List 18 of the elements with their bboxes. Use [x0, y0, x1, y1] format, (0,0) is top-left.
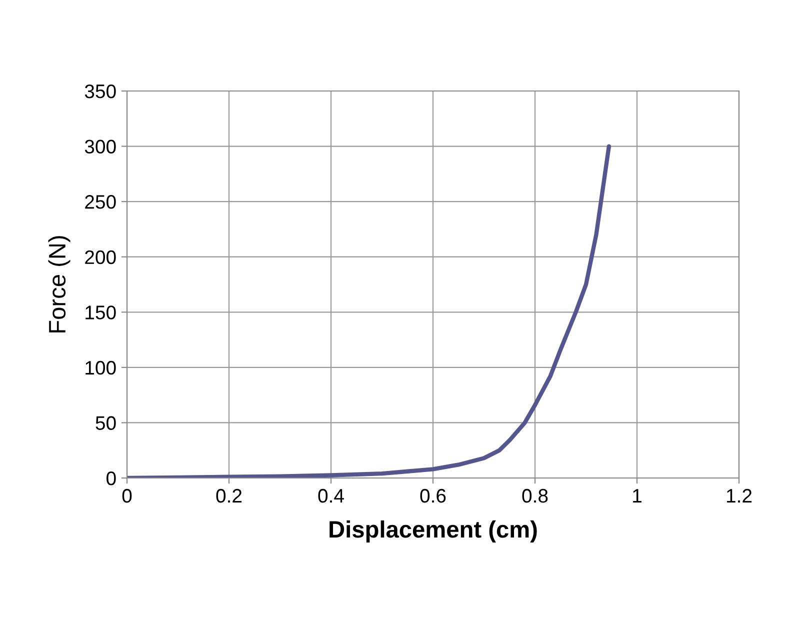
x-tick-label: 0.8 — [522, 488, 548, 503]
y-tick-label: 0 — [106, 471, 116, 486]
x-tick-label: 0.6 — [420, 488, 446, 503]
y-tick-label: 50 — [96, 416, 116, 430]
y-tick-label: 150 — [86, 306, 116, 320]
x-tick-label: 0 — [122, 488, 132, 503]
y-tick-label: 350 — [84, 84, 116, 98]
x-tick-label: 1.2 — [726, 488, 752, 503]
y-tick-label: 250 — [85, 195, 116, 209]
y-tick-label: 300 — [84, 140, 116, 154]
y-tick-label: 200 — [85, 250, 116, 264]
x-tick-label: 0.2 — [216, 488, 242, 503]
line-series — [127, 144, 612, 478]
x-tick-label: 1 — [633, 489, 642, 503]
y-tick-label: 100 — [86, 360, 116, 375]
y-axis-title: Force (N) — [48, 236, 70, 332]
x-tick-label: 0.4 — [318, 488, 344, 503]
x-axis-title: Displacement (cm) — [330, 520, 537, 542]
